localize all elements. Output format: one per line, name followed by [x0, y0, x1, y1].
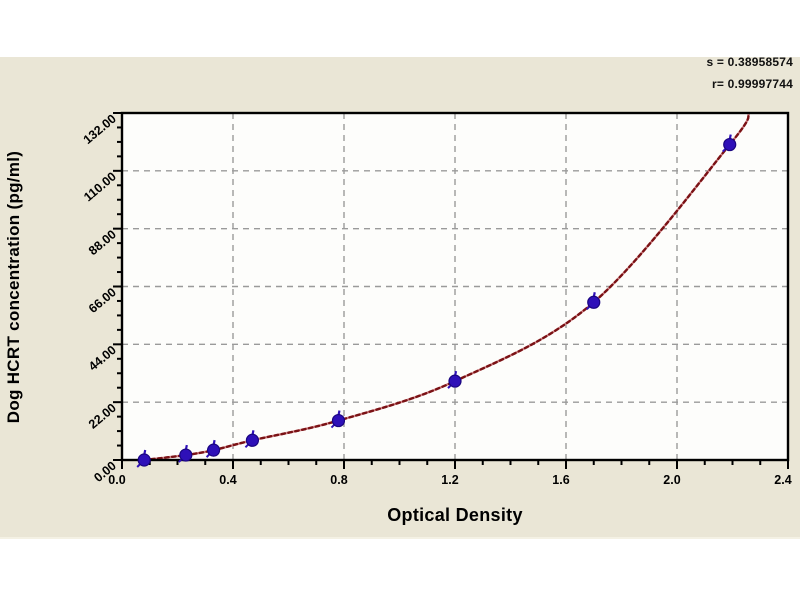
chart-panel: [0, 57, 800, 539]
fit-statistics: s = 0.38958574 r= 0.99997744: [706, 51, 793, 95]
fit-r-value: r= 0.99997744: [711, 77, 793, 91]
x-axis-title: Optical Density: [387, 505, 523, 525]
y-axis-title: Dog HCRT concentration (pg/ml): [4, 150, 23, 424]
fit-s-value: s = 0.38958574: [706, 55, 793, 69]
